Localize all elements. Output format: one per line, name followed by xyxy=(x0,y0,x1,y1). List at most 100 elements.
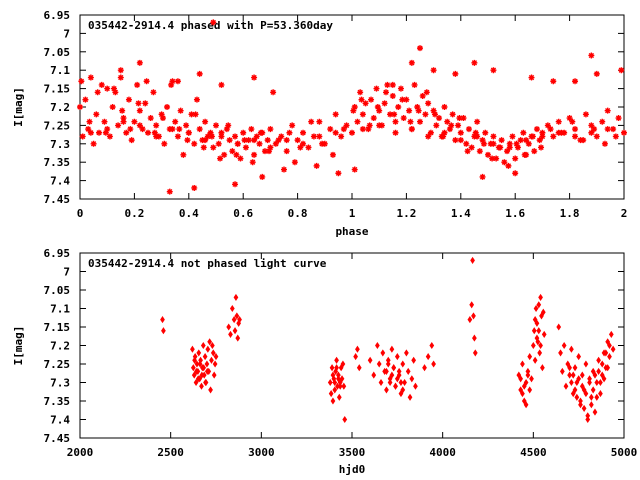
data-point xyxy=(472,129,479,136)
data-point xyxy=(174,78,181,85)
data-point xyxy=(208,386,213,394)
data-point xyxy=(539,129,546,136)
data-point xyxy=(172,118,179,125)
data-point xyxy=(338,133,345,140)
data-point xyxy=(588,401,594,409)
data-point xyxy=(101,118,108,125)
data-point xyxy=(193,378,199,387)
data-point xyxy=(245,137,252,144)
data-point xyxy=(599,360,605,368)
data-point xyxy=(90,140,97,147)
x-tick-label: 1 xyxy=(349,207,356,220)
data-point xyxy=(235,334,241,342)
data-point xyxy=(425,353,431,361)
data-point xyxy=(530,341,536,350)
data-point xyxy=(339,375,345,383)
data-point xyxy=(375,341,380,350)
data-point xyxy=(429,341,435,350)
data-point xyxy=(605,364,611,372)
data-point xyxy=(479,137,486,144)
data-point xyxy=(384,367,389,375)
data-point xyxy=(599,118,606,125)
data-point xyxy=(334,356,339,364)
y-tick-label: 7.15 xyxy=(44,321,71,334)
y-tick-label: 7.1 xyxy=(50,64,70,77)
data-point xyxy=(529,133,536,140)
data-point xyxy=(556,323,562,331)
y-tick-label: 7.05 xyxy=(44,46,71,59)
data-point xyxy=(563,382,569,390)
data-point xyxy=(199,371,205,379)
data-point xyxy=(580,137,587,144)
data-point xyxy=(94,89,101,96)
data-point xyxy=(226,323,232,331)
data-point xyxy=(567,371,572,379)
data-point xyxy=(213,122,219,129)
data-point xyxy=(572,386,578,394)
data-point xyxy=(539,133,546,140)
data-point xyxy=(396,367,402,375)
data-point xyxy=(536,301,542,309)
data-point xyxy=(531,148,538,155)
data-point xyxy=(517,137,524,144)
data-point xyxy=(463,140,470,147)
data-point xyxy=(193,96,200,103)
data-point xyxy=(231,316,237,324)
x-tick-label: 3000 xyxy=(248,446,275,459)
data-point xyxy=(472,334,477,342)
data-point xyxy=(169,126,176,133)
data-point xyxy=(538,293,543,301)
data-point xyxy=(87,74,94,81)
data-point xyxy=(125,96,132,103)
data-point xyxy=(257,129,264,136)
x-tick-label: 4500 xyxy=(520,446,547,459)
data-point xyxy=(576,375,582,383)
data-point xyxy=(585,412,591,420)
data-point xyxy=(471,59,478,66)
data-point xyxy=(300,129,307,136)
data-point xyxy=(407,393,413,401)
data-point xyxy=(527,386,533,394)
data-point xyxy=(398,378,404,387)
data-point xyxy=(527,353,533,361)
data-point xyxy=(505,162,512,169)
data-point xyxy=(425,100,432,107)
data-point xyxy=(131,118,138,125)
data-point xyxy=(474,133,481,140)
data-point xyxy=(174,133,181,140)
data-point xyxy=(610,126,617,133)
data-point xyxy=(525,371,531,379)
data-point xyxy=(550,133,557,140)
data-point xyxy=(457,137,464,144)
data-point xyxy=(191,184,198,191)
x-tick-label: 0.8 xyxy=(288,207,308,220)
data-point xyxy=(601,375,607,383)
data-point xyxy=(278,133,285,140)
data-point xyxy=(194,360,200,368)
data-point xyxy=(251,151,258,158)
data-point xyxy=(164,104,171,110)
data-point xyxy=(576,353,582,361)
data-point xyxy=(120,115,127,122)
data-point xyxy=(259,173,266,180)
data-point xyxy=(579,382,585,390)
data-point xyxy=(489,155,496,162)
data-point xyxy=(533,304,539,313)
y-tick-label: 7.35 xyxy=(44,395,71,408)
data-point xyxy=(217,155,224,162)
y-tick-label: 7 xyxy=(63,27,70,40)
data-point xyxy=(400,386,406,394)
data-point xyxy=(356,364,362,372)
data-point xyxy=(376,122,383,129)
data-point xyxy=(127,126,134,133)
data-point xyxy=(400,115,407,122)
data-point xyxy=(579,371,585,379)
data-point xyxy=(449,111,456,118)
data-point xyxy=(159,115,166,122)
data-point xyxy=(448,122,455,129)
data-point xyxy=(336,375,341,383)
data-point xyxy=(452,70,459,77)
data-point xyxy=(196,70,203,77)
data-point xyxy=(430,67,437,74)
data-point xyxy=(523,137,530,144)
